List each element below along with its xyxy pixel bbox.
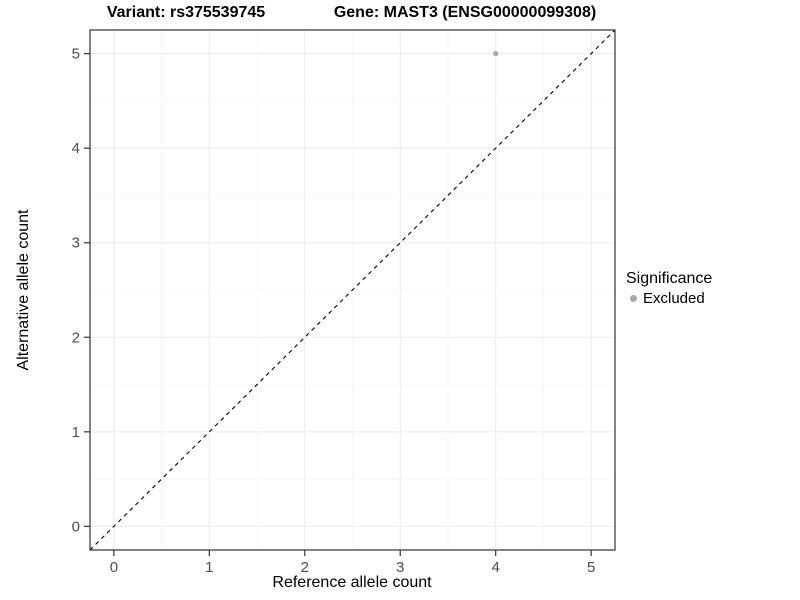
x-axis-title: Reference allele count (272, 574, 432, 591)
y-axis-title: Alternative allele count (15, 209, 32, 371)
y-tick-label: 4 (72, 140, 80, 157)
data-point (493, 51, 499, 57)
identity-line (89, 29, 616, 551)
x-tick-label: 3 (396, 559, 404, 576)
y-tick-label: 5 (72, 46, 80, 63)
x-tick-label: 1 (205, 559, 213, 576)
plot-title-gene: Gene: MAST3 (ENSG00000099308) (333, 4, 597, 21)
legend: Significance Excluded (626, 270, 712, 307)
x-tick-label: 4 (492, 559, 500, 576)
x-tick-label: 5 (587, 559, 595, 576)
panel-border (89, 29, 616, 551)
x-tick-label: 0 (110, 559, 118, 576)
y-tick-label: 1 (72, 424, 80, 441)
plot-title-variant: Variant: rs375539745 (106, 4, 266, 21)
legend-title: Significance (626, 270, 713, 287)
y-tick-label: 3 (72, 235, 80, 252)
y-tick-label: 0 (72, 518, 80, 535)
legend-key-dot-icon (630, 295, 637, 302)
legend-entry-excluded: Excluded (626, 290, 712, 307)
legend-entry-label: Excluded (643, 290, 705, 307)
y-tick-label: 2 (72, 329, 80, 346)
x-tick-label: 2 (301, 559, 309, 576)
